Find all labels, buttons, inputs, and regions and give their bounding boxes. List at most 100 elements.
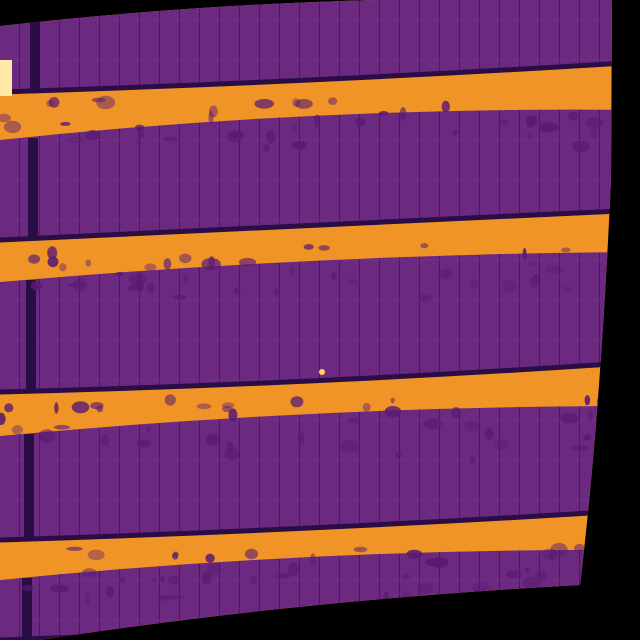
cool-patch	[303, 244, 314, 250]
panel-gap	[30, 20, 40, 90]
cool-patch	[163, 258, 172, 270]
cool-patch	[172, 552, 179, 560]
cool-patch	[472, 582, 490, 594]
cool-patch	[47, 256, 59, 268]
cool-patch	[522, 248, 527, 261]
cool-patch	[266, 130, 276, 144]
cool-patch	[297, 431, 304, 445]
cool-patch	[50, 584, 69, 593]
cool-patch	[28, 254, 41, 264]
cool-patch	[469, 279, 479, 289]
cool-patch	[417, 582, 434, 594]
cool-patch	[226, 441, 234, 454]
cool-patch	[273, 288, 280, 298]
cool-patch	[150, 578, 158, 583]
cool-patch	[206, 433, 220, 446]
cool-patch	[464, 419, 480, 432]
cool-patch	[59, 263, 67, 272]
cool-patch	[11, 425, 23, 435]
cool-patch	[228, 408, 238, 422]
cool-patch	[144, 263, 157, 271]
cool-patch	[239, 257, 256, 267]
cool-patch	[60, 121, 71, 126]
cool-patch	[146, 282, 155, 294]
cool-patch	[291, 141, 307, 150]
cool-patch	[290, 265, 295, 276]
cool-patch	[244, 548, 259, 560]
cool-patch	[209, 105, 218, 118]
cool-patch	[160, 575, 165, 582]
panel-gap	[26, 280, 36, 390]
cool-patch	[395, 452, 402, 459]
cool-patch	[263, 143, 270, 152]
panel-row	[0, 406, 612, 543]
cool-patch	[522, 576, 539, 590]
cool-patch	[167, 575, 181, 585]
cool-patch	[484, 427, 494, 440]
cool-patch	[529, 260, 537, 268]
cool-patch	[208, 110, 214, 125]
cool-patch	[179, 253, 192, 264]
cool-patch	[287, 562, 300, 576]
cool-patch	[134, 139, 142, 144]
cool-patch	[539, 122, 559, 133]
cool-patch	[201, 571, 212, 585]
cool-patch	[206, 562, 222, 576]
cool-patch	[534, 571, 547, 583]
cool-patch	[275, 573, 291, 579]
cool-patch	[570, 444, 589, 451]
cool-patch	[562, 286, 573, 292]
cool-patch	[164, 394, 176, 406]
cool-patch	[205, 553, 215, 563]
cool-patch	[54, 402, 59, 414]
cool-patch	[541, 548, 558, 560]
cool-patch	[390, 397, 395, 404]
panel-gap	[24, 434, 34, 538]
cool-patch	[105, 586, 115, 598]
cool-patch	[384, 406, 402, 418]
cool-patch	[524, 567, 530, 573]
cool-patch	[137, 128, 145, 139]
cool-patch	[146, 426, 152, 432]
cool-patch	[84, 592, 91, 605]
cool-patch	[330, 272, 337, 281]
cool-patch	[418, 294, 433, 302]
cool-patch	[196, 403, 212, 410]
cool-patch	[550, 542, 568, 557]
cool-patch	[587, 410, 593, 422]
cool-patch	[201, 258, 221, 271]
panel-gap	[28, 138, 38, 238]
cool-patch	[47, 246, 58, 260]
cool-patch	[423, 418, 442, 430]
panel-gap	[22, 578, 32, 638]
cool-patch	[313, 114, 320, 128]
cool-patch	[362, 402, 371, 412]
panel-row	[0, 109, 612, 243]
cool-patch	[353, 546, 368, 553]
cool-patch	[425, 557, 445, 567]
cool-patch	[340, 439, 360, 453]
cool-patch	[290, 396, 304, 408]
cool-patch	[254, 99, 274, 109]
panel-row	[0, 252, 612, 395]
cool-patch	[233, 287, 241, 295]
cool-patch	[545, 265, 564, 274]
cool-patch	[493, 439, 509, 450]
cool-patch	[525, 115, 538, 127]
cool-patch	[222, 405, 232, 413]
hotspot	[0, 60, 12, 96]
cool-patch	[355, 117, 366, 127]
cool-patch	[469, 455, 476, 464]
cool-patch	[115, 271, 125, 277]
cool-patch	[439, 268, 453, 280]
cool-patch	[328, 97, 338, 105]
cool-patch	[128, 272, 147, 287]
cool-patch	[318, 245, 330, 251]
cool-patch	[90, 402, 104, 410]
cool-patch	[548, 552, 556, 562]
cool-patch	[30, 281, 42, 291]
cool-patch	[399, 107, 407, 121]
cool-patch	[71, 401, 90, 414]
